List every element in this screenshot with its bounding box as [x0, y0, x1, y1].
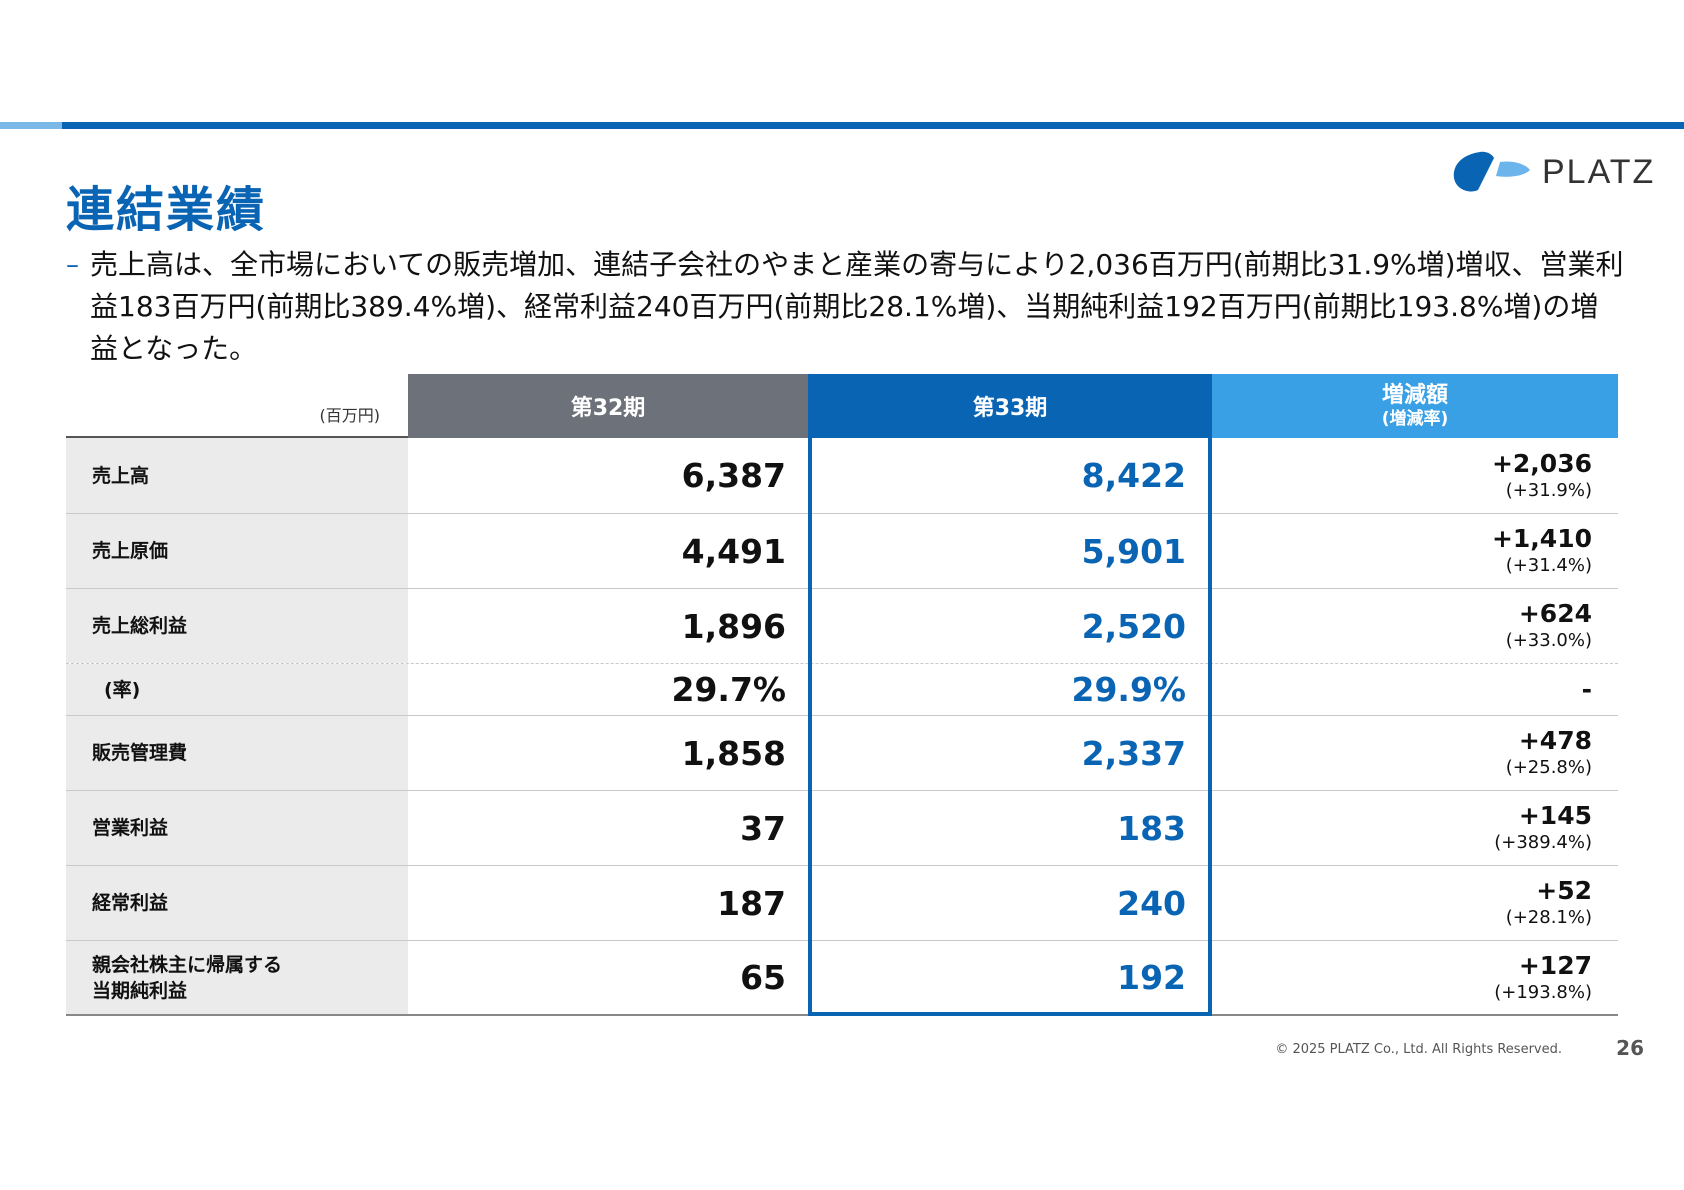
value-period-32: 37	[740, 808, 786, 848]
header-difference-rate: (増減率)	[1381, 409, 1449, 429]
difference-amount: -	[1581, 674, 1592, 704]
value-period-32: 1,858	[681, 733, 786, 773]
value-period-33: 8,422	[1081, 456, 1186, 495]
difference-amount: +127	[1518, 950, 1592, 980]
difference-amount: +1,410	[1491, 524, 1592, 553]
difference-cell: +52 (+28.1%)	[1212, 866, 1618, 940]
row-label: 販売管理費	[66, 716, 408, 790]
difference-cell: +127 (+193.8%)	[1212, 941, 1618, 1014]
page-number: 26	[1616, 1036, 1644, 1060]
bullet-dash: –	[66, 250, 79, 280]
logo-text: PLATZ	[1542, 152, 1656, 191]
value-period-33: 183	[1117, 808, 1186, 848]
row-label: 売上原価	[66, 514, 408, 588]
value-period-33: 5,901	[1081, 531, 1186, 571]
header-period-33: 第33期	[808, 374, 1212, 438]
summary-text: 売上高は、全市場においての販売増加、連結子会社のやまと産業の寄与により2,036…	[90, 248, 1624, 365]
value-period-32: 4,491	[681, 531, 786, 571]
value-period-33: 192	[1117, 958, 1186, 997]
row-label: 営業利益	[66, 791, 408, 865]
platz-logo-icon	[1453, 151, 1530, 192]
summary-bullet: – 売上高は、全市場においての販売増加、連結子会社のやまと産業の寄与により2,0…	[66, 244, 1626, 370]
value-period-32: 29.7%	[671, 670, 787, 709]
unit-header-cell: (百万円)	[66, 374, 408, 438]
copyright: © 2025 PLATZ Co., Ltd. All Rights Reserv…	[1275, 1042, 1562, 1057]
table-row: 営業利益 37 183 +145 (+389.4%)	[66, 791, 1618, 866]
header-difference: 増減額 (増減率)	[1212, 374, 1618, 438]
value-period-33: 240	[1117, 883, 1186, 923]
difference-rate: (+31.9%)	[1505, 479, 1592, 501]
row-label: 売上総利益	[66, 589, 408, 663]
header-difference-amount: 増減額	[1381, 383, 1448, 408]
value-period-32: 6,387	[681, 456, 786, 495]
table-row: 親会社株主に帰属する 当期純利益 65 192 +127 (+193.8%)	[66, 941, 1618, 1016]
difference-amount: +52	[1536, 876, 1592, 905]
value-period-33: 29.9%	[1071, 670, 1187, 709]
difference-cell: +478 (+25.8%)	[1212, 716, 1618, 790]
row-label: 親会社株主に帰属する 当期純利益	[66, 941, 408, 1014]
company-logo: PLATZ	[1450, 150, 1655, 194]
value-period-33: 2,337	[1081, 733, 1186, 773]
difference-cell: +1,410 (+31.4%)	[1212, 514, 1618, 588]
value-period-32: 187	[717, 883, 786, 923]
difference-cell: +624 (+33.0%)	[1212, 589, 1618, 663]
top-bar	[62, 122, 1684, 129]
page-title: 連結業績	[66, 182, 267, 238]
top-accent-bar	[0, 122, 64, 129]
unit-label: (百万円)	[319, 406, 381, 425]
difference-rate: (+193.8%)	[1494, 981, 1592, 1003]
row-label: 経常利益	[66, 866, 408, 940]
value-period-33: 2,520	[1081, 606, 1186, 646]
value-period-32: 1,896	[681, 606, 786, 646]
header-period-32: 第32期	[408, 374, 808, 438]
difference-amount: +2,036	[1491, 448, 1592, 478]
difference-amount: +624	[1518, 599, 1592, 628]
difference-rate: (+389.4%)	[1494, 832, 1592, 853]
table-row: 販売管理費 1,858 2,337 +478 (+25.8%)	[66, 716, 1618, 791]
difference-rate: (+33.0%)	[1505, 630, 1592, 651]
table-row: (率) 29.7% 29.9% -	[66, 664, 1618, 716]
difference-rate: (+25.8%)	[1505, 757, 1592, 778]
difference-rate: (+31.4%)	[1505, 555, 1592, 576]
table-row: 売上総利益 1,896 2,520 +624 (+33.0%)	[66, 589, 1618, 664]
table-row: 売上原価 4,491 5,901 +1,410 (+31.4%)	[66, 514, 1618, 589]
row-label: 売上高	[66, 438, 408, 513]
row-label: (率)	[66, 664, 408, 715]
difference-cell: +2,036 (+31.9%)	[1212, 438, 1618, 513]
difference-amount: +478	[1518, 726, 1592, 755]
table-row: 売上高 6,387 8,422 +2,036 (+31.9%)	[66, 438, 1618, 514]
table-row: 経常利益 187 240 +52 (+28.1%)	[66, 866, 1618, 941]
difference-cell: -	[1212, 664, 1618, 715]
value-period-32: 65	[740, 958, 786, 997]
difference-rate: (+28.1%)	[1505, 907, 1592, 928]
difference-cell: +145 (+389.4%)	[1212, 791, 1618, 865]
difference-amount: +145	[1518, 801, 1592, 830]
